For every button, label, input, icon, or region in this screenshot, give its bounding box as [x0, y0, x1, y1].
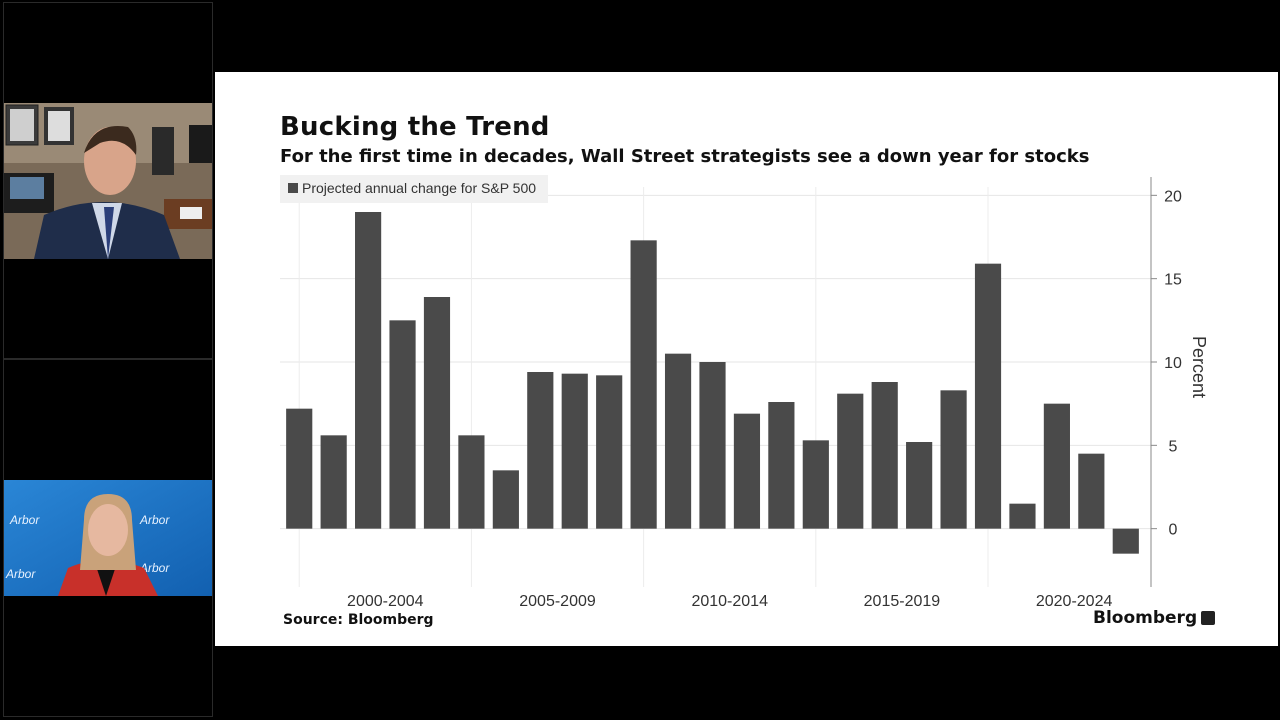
participant-video-2: Arbor Arbor Arbor Arbor [4, 480, 212, 596]
chart-subtitle: For the first time in decades, Wall Stre… [280, 146, 1090, 167]
man-video-frame [4, 103, 212, 259]
bar [699, 362, 726, 529]
bar [871, 382, 898, 529]
bar [286, 408, 313, 529]
participant-tile-2[interactable]: Arbor Arbor Arbor Arbor [3, 359, 213, 717]
bloomberg-mark-icon [1201, 611, 1216, 625]
bloomberg-logo: Bloomberg [1093, 608, 1216, 628]
bar [940, 390, 967, 529]
backdrop-logo-1: Arbor [9, 513, 40, 527]
x-tick-label: 2005-2009 [519, 593, 596, 610]
bar [906, 442, 933, 529]
bloomberg-wordmark: Bloomberg [1093, 608, 1198, 628]
bar [561, 373, 588, 529]
bar [423, 297, 451, 529]
bar [596, 375, 623, 529]
backdrop-logo-4: Arbor [5, 567, 36, 581]
source-note: Source: Bloomberg [283, 612, 434, 628]
legend-swatch [288, 183, 298, 193]
bar [837, 393, 864, 529]
y-tick-label: 20 [1164, 188, 1182, 205]
legend-box [280, 175, 548, 203]
bar [733, 413, 761, 529]
bar [974, 263, 1002, 529]
x-tick-label: 2000-2004 [347, 593, 424, 610]
woman-video-frame: Arbor Arbor Arbor Arbor [4, 480, 212, 596]
bar-chart: 0 5 10 15 20 Percent Projected annual change f… [280, 175, 1209, 610]
x-tick-label: 2015-2019 [864, 593, 941, 610]
backdrop-logo-3: Arbor [139, 561, 170, 575]
y-axis-label: Percent [1189, 336, 1209, 398]
bar [768, 402, 795, 529]
bar [1112, 528, 1139, 554]
x-tick-label: 2010-2014 [691, 593, 768, 610]
bar [802, 440, 829, 529]
bar [492, 470, 519, 529]
bar [389, 320, 416, 529]
bar [1043, 403, 1070, 529]
y-tick-label: 15 [1164, 272, 1182, 289]
participant-video-1 [4, 103, 212, 259]
bar [320, 435, 347, 529]
shared-screen-slide: Bucking the Trend For the first time in … [215, 72, 1278, 646]
bar [1009, 503, 1036, 529]
bar [458, 435, 485, 529]
y-tick-label: 0 [1169, 522, 1178, 539]
bar [664, 353, 692, 529]
x-tick-label: 2020-2024 [1036, 593, 1113, 610]
chart-title: Bucking the Trend [280, 112, 550, 142]
participant-tile-1[interactable] [3, 2, 213, 359]
y-tick-label: 10 [1164, 355, 1182, 372]
backdrop-logo-2: Arbor [139, 513, 170, 527]
bar [630, 240, 657, 529]
legend-label: Projected annual change for S&P 500 [302, 180, 536, 196]
bar [355, 212, 382, 529]
bar [527, 372, 554, 529]
y-tick-label: 5 [1169, 438, 1178, 455]
bar [1078, 453, 1105, 529]
